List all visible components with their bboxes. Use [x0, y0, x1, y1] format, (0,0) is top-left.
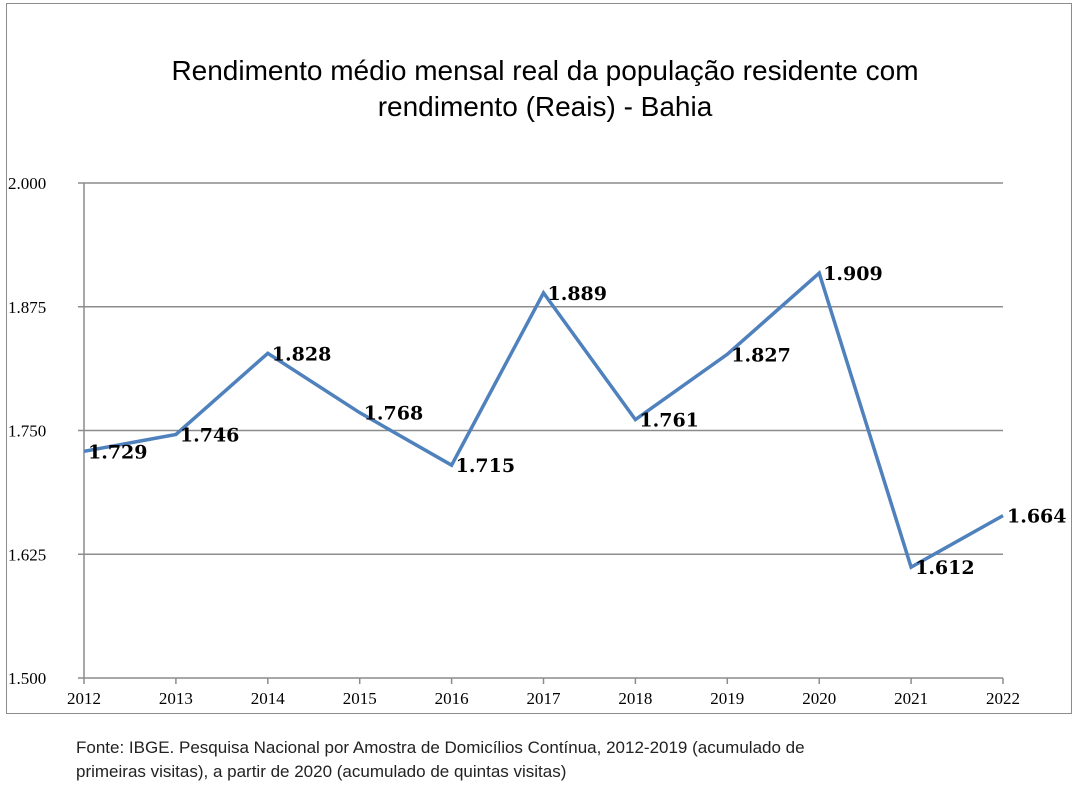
y-tick-label: 1.875 [8, 298, 46, 317]
y-tick-label: 1.625 [8, 545, 46, 564]
x-tick-label: 2018 [618, 689, 652, 708]
data-label: 1.715 [456, 455, 515, 477]
data-label: 1.768 [364, 403, 424, 425]
x-tick-label: 2022 [986, 689, 1020, 708]
x-tick-label: 2017 [527, 689, 562, 708]
source-line-2: primeiras visitas), a partir de 2020 (ac… [76, 762, 567, 781]
data-label: 1.664 [1007, 506, 1067, 528]
x-tick-label: 2013 [159, 689, 193, 708]
source-note: Fonte: IBGE. Pesquisa Nacional por Amost… [76, 736, 1036, 784]
y-tick-labels: 1.500 1.625 1.750 1.875 2.000 [8, 174, 46, 688]
x-tick-label: 2012 [67, 689, 101, 708]
x-tick-label: 2016 [435, 689, 469, 708]
axes [78, 182, 1004, 684]
data-label: 1.909 [823, 263, 883, 285]
chart-frame [6, 3, 1072, 714]
x-tick-label: 2019 [710, 689, 744, 708]
chart-title-line-2: rendimento (Reais) - Bahia [378, 91, 713, 122]
data-label: 1.828 [272, 343, 332, 365]
data-label: 1.612 [915, 557, 975, 579]
y-tick-label: 1.500 [8, 669, 46, 688]
data-label: 1.761 [639, 410, 699, 432]
data-label: 1.827 [731, 344, 791, 366]
data-label: 1.729 [88, 441, 148, 463]
x-tick-labels: 2012 2013 2014 2015 2016 2017 2018 2019 2020 2021… [67, 689, 1020, 708]
source-line-1: Fonte: IBGE. Pesquisa Nacional por Amost… [76, 738, 805, 757]
data-label: 1.889 [548, 283, 608, 305]
x-tick-label: 2015 [343, 689, 377, 708]
x-tick-label: 2021 [894, 689, 928, 708]
series-line [83, 269, 1004, 570]
data-label: 1.746 [180, 424, 240, 446]
series-polyline [83, 269, 1004, 570]
x-tick-label: 2020 [802, 689, 836, 708]
data-labels: 1.729 1.746 1.828 1.768 1.715 1.889 1.761 1.827… [88, 263, 1067, 579]
y-tick-label: 2.000 [8, 174, 46, 193]
gridlines [84, 182, 1003, 555]
x-tick-label: 2014 [251, 689, 286, 708]
y-tick-label: 1.750 [8, 422, 46, 441]
chart-title-line-1: Rendimento médio mensal real da populaçã… [171, 55, 918, 86]
